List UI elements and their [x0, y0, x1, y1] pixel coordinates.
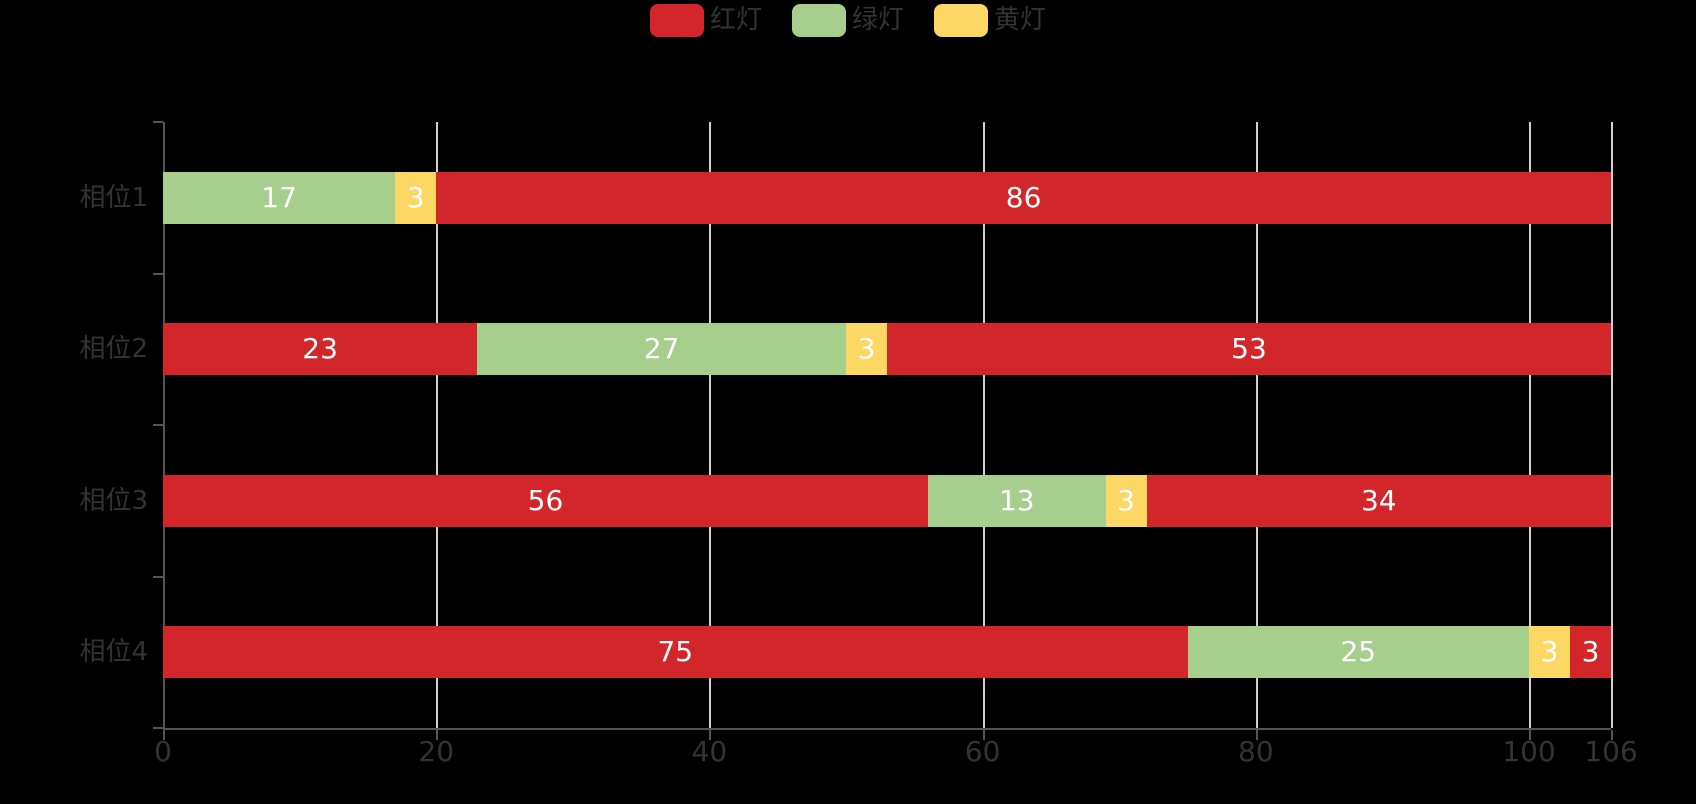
gridline-40	[709, 122, 712, 728]
bar-value-label: 25	[1340, 635, 1377, 669]
category-label-2: 相位2	[79, 334, 148, 365]
x-axis-tick	[436, 730, 439, 740]
gridline-100	[1529, 122, 1532, 728]
y-axis-tick	[153, 575, 163, 578]
bar-value-label: 3	[1540, 635, 1559, 669]
x-tick-label: 0	[154, 735, 172, 768]
bar-segment-黄灯: 3	[395, 171, 437, 224]
bar-value-label: 27	[643, 332, 680, 366]
y-axis-tick	[153, 727, 163, 729]
legend-item-1[interactable]: 红灯	[649, 4, 762, 37]
bar-value-label: 3	[1117, 483, 1135, 517]
gridline-106	[1611, 122, 1613, 728]
bar-value-label: 56	[527, 483, 564, 517]
plot-area: 17 3 86 23 27 3 53 56 13 3 34 75 25 3 3	[153, 121, 1613, 740]
bar-segment-红灯: 53	[887, 323, 1611, 376]
x-axis-tick	[982, 730, 985, 740]
bar-segment-绿灯: 17	[163, 171, 396, 224]
bar-segment-红灯: 86	[436, 171, 1611, 224]
bar-segment-红灯: 3	[1570, 626, 1611, 679]
y-axis-line	[163, 122, 165, 738]
bar-value-label: 3	[857, 332, 876, 366]
bar-segment-红灯: 56	[163, 474, 928, 527]
bar-value-label: 17	[261, 180, 297, 214]
bar-segment-绿灯: 27	[477, 323, 847, 376]
y-axis-tick	[153, 424, 163, 426]
legend-swatch-icon	[791, 4, 846, 37]
bar-segment-绿灯: 25	[1187, 626, 1530, 679]
bar-segment-红灯: 34	[1146, 474, 1611, 527]
legend-label: 红灯	[709, 5, 762, 35]
bar-segment-黄灯: 3	[846, 323, 887, 376]
bar-value-label: 86	[1005, 180, 1042, 214]
legend-label: 黄灯	[994, 5, 1047, 35]
bar-value-label: 3	[1581, 635, 1600, 669]
bar-row-相位3: 56 13 3 34	[163, 474, 1611, 527]
bar-value-label: 3	[406, 180, 425, 214]
bar-value-label: 75	[657, 635, 694, 669]
x-tick-label: 60	[964, 735, 1001, 768]
x-tick-label: 80	[1238, 735, 1274, 768]
legend-swatch-icon	[934, 4, 988, 37]
gridline-80	[1255, 122, 1258, 728]
category-label-4: 相位4	[79, 637, 148, 668]
x-axis-tick	[709, 730, 712, 740]
y-axis-tick	[153, 272, 163, 275]
x-axis-tick	[1255, 730, 1258, 740]
legend-item-3[interactable]: 黄灯	[934, 4, 1046, 37]
bar-row-相位1: 17 3 86	[163, 171, 1611, 224]
category-label-1: 相位1	[79, 182, 148, 213]
bar-segment-黄灯: 3	[1529, 626, 1570, 679]
x-axis-tick	[163, 730, 165, 740]
x-axis-line	[163, 728, 1611, 730]
x-axis-tick	[1611, 730, 1613, 740]
bar-row-相位2: 23 27 3 53	[163, 323, 1611, 376]
bar-value-label: 53	[1231, 332, 1267, 366]
bar-value-label: 34	[1360, 483, 1397, 517]
bar-segment-绿灯: 13	[927, 474, 1106, 527]
gridline-20	[436, 122, 439, 728]
bar-segment-黄灯: 3	[1105, 474, 1147, 527]
legend-swatch-icon	[649, 4, 704, 37]
gridline-60	[982, 122, 985, 728]
legend-label: 绿灯	[851, 5, 904, 35]
x-tick-label: 100	[1502, 735, 1556, 768]
x-tick-label: 40	[691, 735, 728, 768]
x-tick-label: 106	[1584, 735, 1638, 768]
x-tick-label: 20	[418, 735, 455, 768]
legend: 红灯 绿灯 黄灯	[0, 4, 1696, 37]
bar-segment-红灯: 23	[163, 323, 478, 376]
legend-item-2[interactable]: 绿灯	[791, 4, 904, 37]
x-axis-tick	[1529, 730, 1532, 740]
bar-row-相位4: 75 25 3 3	[163, 626, 1611, 679]
bar-value-label: 23	[302, 332, 338, 366]
bar-segment-红灯: 75	[163, 626, 1188, 679]
category-label-3: 相位3	[79, 485, 148, 516]
y-axis-tick	[153, 121, 163, 123]
bar-value-label: 13	[998, 483, 1035, 517]
